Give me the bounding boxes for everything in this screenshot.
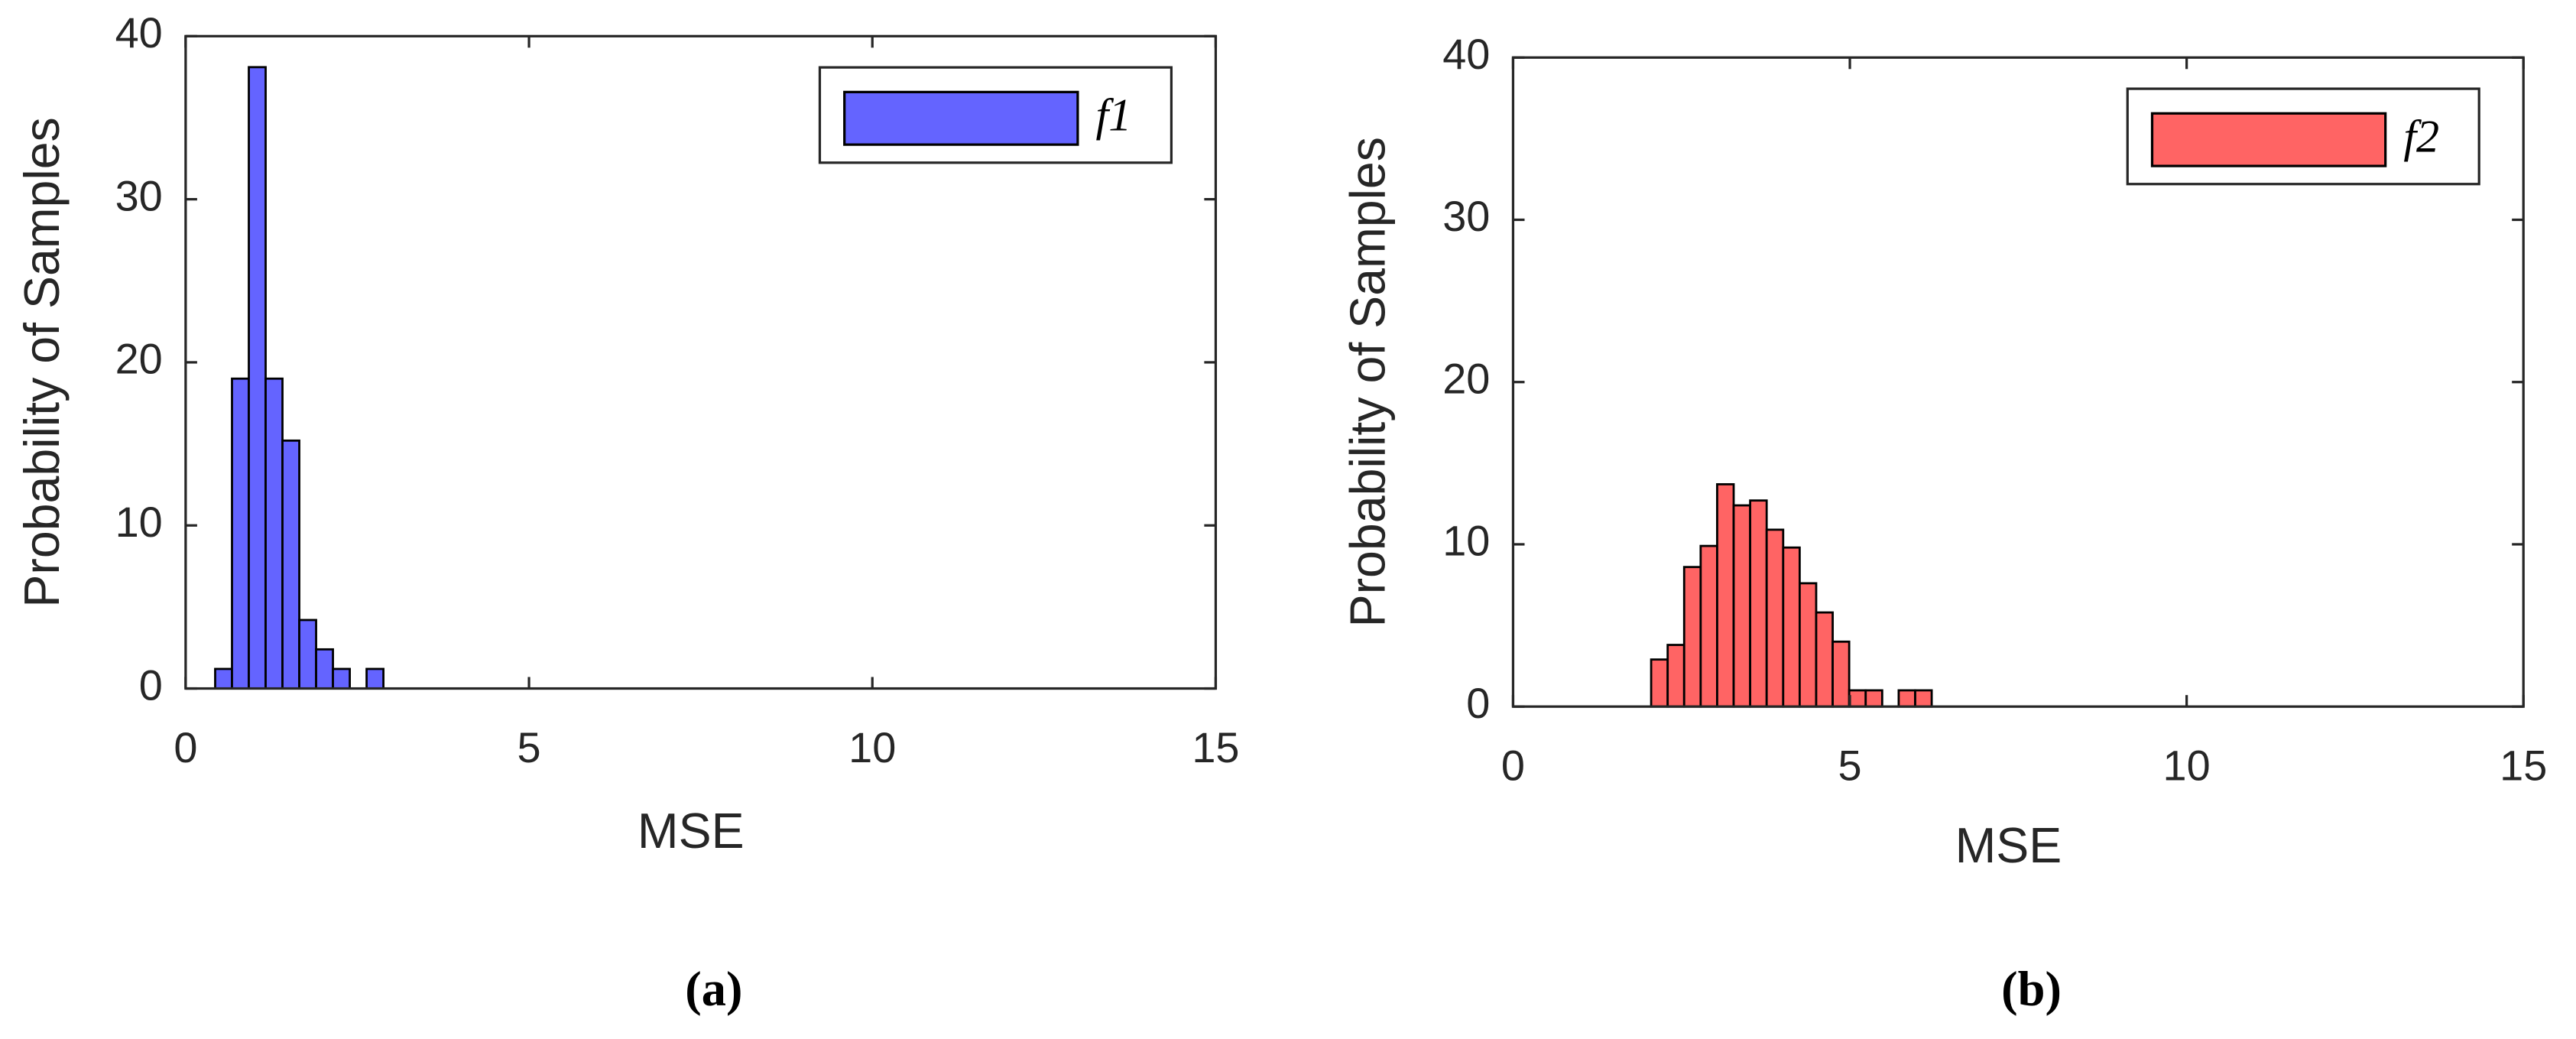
bar: [1815, 611, 1834, 708]
x-tick-label: 5: [1838, 742, 1861, 790]
x-tick-label: 0: [1501, 742, 1525, 790]
bar: [298, 619, 317, 690]
caption: (a): [685, 962, 742, 1016]
y-tick-label: 10: [1442, 517, 1490, 565]
x-tick-label: 5: [517, 723, 541, 771]
bar: [1782, 546, 1801, 708]
bar: [231, 377, 250, 690]
legend-swatch: [843, 90, 1079, 146]
bar: [1682, 566, 1702, 708]
y-axis-label: Probability of Samples: [15, 117, 70, 607]
x-tick-label: 10: [2163, 742, 2211, 790]
bar: [1749, 499, 1768, 708]
bar: [264, 377, 284, 690]
x-tick-label: 15: [1192, 723, 1239, 771]
bar: [1864, 689, 1883, 708]
x-tick-label: 15: [2500, 742, 2547, 790]
bar: [1897, 689, 1916, 708]
y-axis-label: Probability of Samples: [1341, 137, 1396, 627]
y-tick-label: 0: [139, 661, 163, 709]
y-tick-label: 0: [1466, 679, 1490, 727]
bar: [365, 667, 384, 690]
y-tick-label: 30: [115, 171, 163, 219]
legend: f2: [2126, 87, 2480, 186]
bar: [1650, 658, 1669, 708]
y-tick-label: 30: [1442, 192, 1490, 240]
x-tick-label: 10: [848, 723, 896, 771]
y-tick-label: 40: [115, 8, 163, 57]
bar: [332, 667, 351, 690]
bar: [1831, 640, 1851, 708]
bar: [1914, 689, 1933, 708]
bar: [1798, 582, 1818, 708]
bar: [1699, 544, 1718, 708]
y-tick-label: 20: [1442, 354, 1490, 402]
bar: [214, 667, 233, 690]
bar: [1765, 528, 1785, 708]
x-axis-label: MSE: [1955, 818, 2062, 873]
x-axis-label: MSE: [638, 804, 745, 859]
y-tick-label: 40: [1442, 30, 1490, 78]
bar: [1848, 689, 1867, 708]
bar: [1732, 504, 1752, 708]
bar: [281, 439, 300, 690]
bar: [248, 66, 267, 690]
legend: f1: [818, 66, 1173, 164]
x-tick-label: 0: [174, 723, 197, 771]
y-tick-label: 20: [115, 335, 163, 383]
caption: (b): [2001, 962, 2062, 1016]
y-tick-label: 10: [115, 498, 163, 546]
legend-swatch: [2150, 112, 2387, 167]
legend-label: f1: [1096, 90, 1132, 141]
legend-label: f2: [2403, 112, 2439, 163]
bar: [1666, 644, 1685, 708]
bar: [1716, 483, 1735, 708]
bar: [315, 648, 334, 690]
